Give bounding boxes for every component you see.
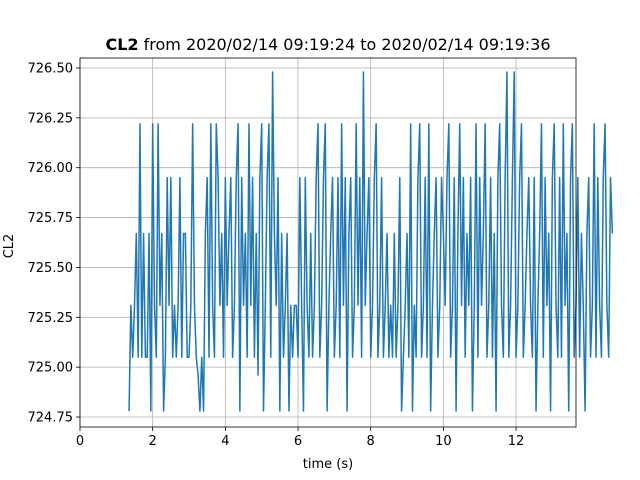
y-tick-label: 725.00	[28, 361, 74, 376]
axes	[76, 57, 577, 431]
x-tick-label: 2	[149, 434, 157, 449]
y-tick-label: 726.50	[28, 61, 74, 76]
x-tick-label: 8	[367, 434, 375, 449]
chart-title-bold: CL2	[105, 35, 138, 54]
chart-title-rest: from 2020/02/14 09:19:24 to 2020/02/14 0…	[139, 35, 551, 54]
series-line-cl2	[128, 71, 614, 412]
x-tick-label: 6	[294, 434, 302, 449]
plot-frame	[79, 57, 577, 428]
chart-title: CL2 from 2020/02/14 09:19:24 to 2020/02/…	[105, 35, 550, 54]
series-group	[128, 71, 614, 412]
y-tick-label: 725.50	[28, 261, 74, 276]
x-tick-label: 4	[221, 434, 229, 449]
x-tick-label: 12	[508, 434, 525, 449]
y-tick-label: 724.75	[28, 411, 74, 426]
y-tick-label: 725.75	[28, 211, 74, 226]
x-tick-label: 10	[435, 434, 452, 449]
y-axis-label: CL2	[2, 234, 17, 259]
x-axis-label: time (s)	[303, 457, 353, 472]
tick-labels: 0 2 4 6 8 10 12 724.75 725.00 725.25 725.50 725.75 7…	[28, 61, 525, 449]
y-tick-label: 725.25	[28, 311, 74, 326]
y-tick-label: 726.25	[28, 111, 74, 126]
y-tick-label: 726.00	[28, 161, 74, 176]
x-tick-label: 0	[76, 434, 84, 449]
